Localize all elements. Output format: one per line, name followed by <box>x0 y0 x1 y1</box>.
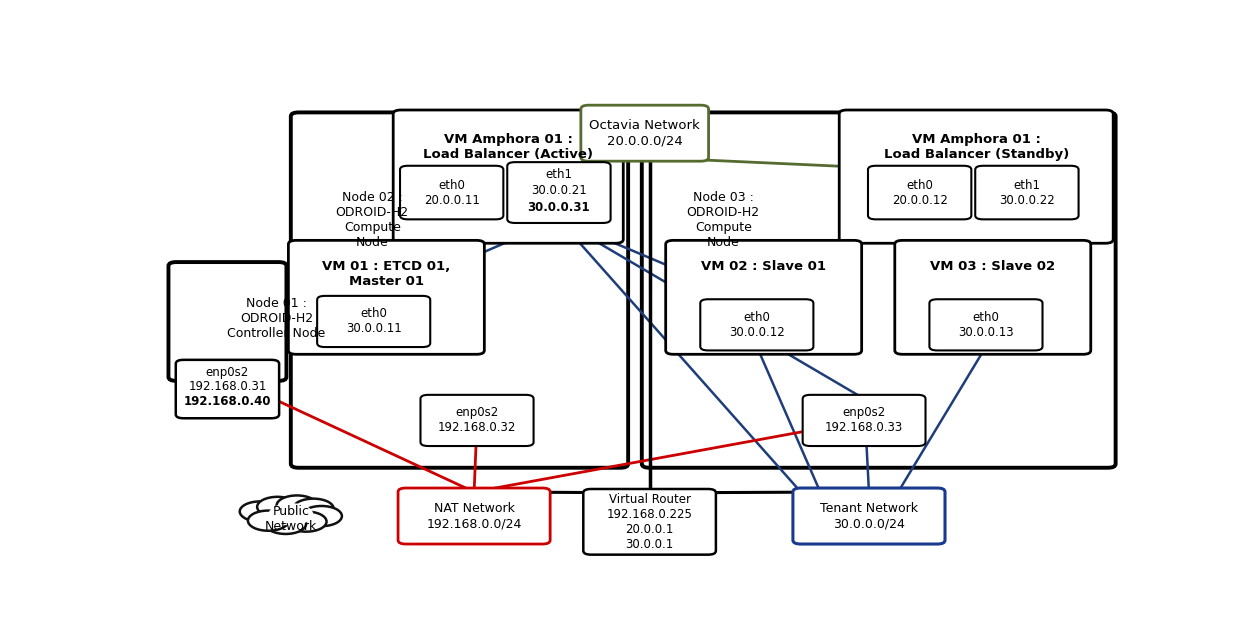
FancyBboxPatch shape <box>642 112 1116 468</box>
Text: eth1
30.0.0.22: eth1 30.0.0.22 <box>999 179 1054 206</box>
Text: VM 01 : ETCD 01,
Master 01: VM 01 : ETCD 01, Master 01 <box>322 260 450 288</box>
Text: 192.168.0.40: 192.168.0.40 <box>184 395 272 408</box>
FancyBboxPatch shape <box>394 110 623 243</box>
FancyBboxPatch shape <box>288 240 484 354</box>
FancyBboxPatch shape <box>169 262 287 381</box>
Text: Octavia Network
20.0.0.0/24: Octavia Network 20.0.0.0/24 <box>589 119 701 147</box>
FancyBboxPatch shape <box>176 360 279 418</box>
Circle shape <box>248 510 288 530</box>
FancyBboxPatch shape <box>665 240 862 354</box>
FancyBboxPatch shape <box>400 166 503 219</box>
Circle shape <box>277 495 317 515</box>
Text: Node 02 :
ODROID-H2
Compute
Node: Node 02 : ODROID-H2 Compute Node <box>336 191 409 249</box>
Text: VM Amphora 01 :
Load Balancer (Active): VM Amphora 01 : Load Balancer (Active) <box>423 133 594 161</box>
Text: VM 02 : Slave 01: VM 02 : Slave 01 <box>701 260 827 273</box>
Bar <box>252 518 330 530</box>
Text: NAT Network
192.168.0.0/24: NAT Network 192.168.0.0/24 <box>426 502 522 530</box>
FancyBboxPatch shape <box>507 162 610 223</box>
FancyBboxPatch shape <box>975 166 1078 219</box>
Text: 30.0.0.21: 30.0.0.21 <box>531 184 586 198</box>
FancyBboxPatch shape <box>291 112 628 468</box>
Circle shape <box>240 502 281 522</box>
Text: Node 03 :
ODROID-H2
Compute
Node: Node 03 : ODROID-H2 Compute Node <box>687 191 760 249</box>
Circle shape <box>301 506 342 526</box>
FancyBboxPatch shape <box>581 105 708 161</box>
Text: enp0s2
192.168.0.32: enp0s2 192.168.0.32 <box>438 406 516 435</box>
Text: eth0
30.0.0.13: eth0 30.0.0.13 <box>959 311 1014 339</box>
FancyBboxPatch shape <box>868 166 971 219</box>
Text: VM Amphora 01 :
Load Balancer (Standby): VM Amphora 01 : Load Balancer (Standby) <box>883 133 1069 161</box>
Text: eth0
20.0.0.12: eth0 20.0.0.12 <box>892 179 947 206</box>
FancyBboxPatch shape <box>930 299 1043 350</box>
Text: 30.0.0.31: 30.0.0.31 <box>527 201 590 214</box>
Text: Virtual Router
192.168.0.225
20.0.0.1
30.0.0.1: Virtual Router 192.168.0.225 20.0.0.1 30… <box>606 493 693 551</box>
Circle shape <box>293 498 333 519</box>
Text: eth1: eth1 <box>546 169 572 181</box>
Text: Public
Network: Public Network <box>264 505 317 534</box>
FancyBboxPatch shape <box>894 240 1091 354</box>
Circle shape <box>268 503 313 525</box>
Text: 192.168.0.31: 192.168.0.31 <box>189 381 267 393</box>
FancyBboxPatch shape <box>584 489 716 555</box>
Text: eth0
20.0.0.11: eth0 20.0.0.11 <box>424 179 479 206</box>
FancyBboxPatch shape <box>793 488 945 544</box>
Circle shape <box>265 514 306 534</box>
Text: enp0s2
192.168.0.33: enp0s2 192.168.0.33 <box>825 406 903 435</box>
Text: Node 01 :
ODROID-H2
Controller Node: Node 01 : ODROID-H2 Controller Node <box>228 297 326 340</box>
FancyBboxPatch shape <box>420 395 533 446</box>
FancyBboxPatch shape <box>398 488 550 544</box>
FancyBboxPatch shape <box>839 110 1113 243</box>
FancyBboxPatch shape <box>701 299 814 350</box>
FancyBboxPatch shape <box>803 395 926 446</box>
Text: enp0s2: enp0s2 <box>206 366 249 379</box>
Text: eth0
30.0.0.11: eth0 30.0.0.11 <box>346 307 401 335</box>
Circle shape <box>286 512 327 532</box>
FancyBboxPatch shape <box>317 296 430 347</box>
Circle shape <box>257 497 298 517</box>
Text: eth0
30.0.0.12: eth0 30.0.0.12 <box>728 311 785 339</box>
Text: Tenant Network
30.0.0.0/24: Tenant Network 30.0.0.0/24 <box>820 502 918 530</box>
Text: VM 03 : Slave 02: VM 03 : Slave 02 <box>930 260 1055 273</box>
